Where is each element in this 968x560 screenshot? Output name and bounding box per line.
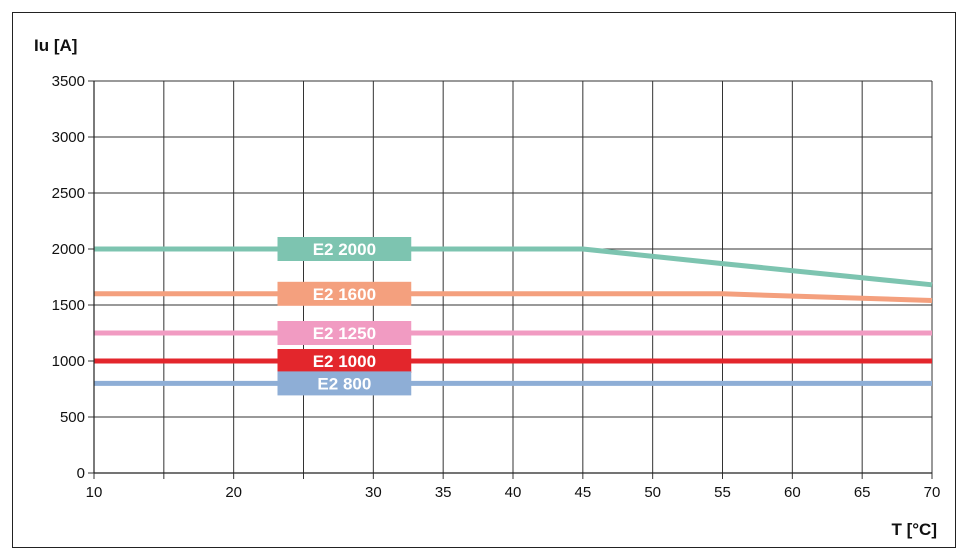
x-tick-label: 55 bbox=[714, 484, 731, 501]
x-tick-label: 35 bbox=[435, 484, 452, 501]
y-axis-label: Iu [A] bbox=[34, 36, 77, 55]
x-tick-label: 10 bbox=[86, 484, 103, 501]
series-label-box-e2-800 bbox=[277, 371, 412, 396]
x-tick-label: 45 bbox=[574, 484, 591, 501]
series-label-e2-1600: E2 1600 bbox=[313, 285, 376, 304]
x-tick-label: 65 bbox=[854, 484, 871, 501]
x-tick-label: 60 bbox=[784, 484, 801, 501]
y-tick-label: 500 bbox=[60, 409, 85, 426]
series-label-e2-1000: E2 1000 bbox=[313, 352, 376, 371]
x-axis-label: T [°C] bbox=[891, 520, 937, 539]
series-label-e2-1250: E2 1250 bbox=[313, 324, 376, 343]
series-label-box-e2-1000 bbox=[277, 349, 412, 373]
x-tick-label: 70 bbox=[924, 484, 941, 501]
y-tick-label: 1000 bbox=[52, 353, 85, 370]
x-tick-label: 20 bbox=[225, 484, 242, 501]
series-label-box-e2-1250 bbox=[277, 321, 412, 345]
series-label-e2-2000: E2 2000 bbox=[313, 240, 376, 259]
x-tick-label: 50 bbox=[644, 484, 661, 501]
series-label-e2-800: E2 800 bbox=[317, 374, 371, 393]
series-label-box-e2-2000 bbox=[277, 237, 412, 261]
y-tick-label: 2000 bbox=[52, 241, 85, 258]
y-tick-label: 2500 bbox=[52, 185, 85, 202]
x-tick-label: 30 bbox=[365, 484, 382, 501]
axes: 0 500 1000 1500 2000 2500 3000 3500 10 20 30 35 40 45… bbox=[52, 73, 941, 501]
series-labels: E2 2000 E2 1600 E2 1250 E2 1000 E2 800 bbox=[277, 237, 412, 396]
chart-frame bbox=[12, 12, 956, 548]
series-label-box-e2-1600 bbox=[277, 281, 412, 306]
y-tick-label: 1500 bbox=[52, 297, 85, 314]
grid bbox=[94, 80, 933, 473]
y-tick-label: 0 bbox=[77, 465, 85, 482]
x-tick-label: 40 bbox=[505, 484, 522, 501]
y-tick-label: 3000 bbox=[52, 129, 85, 146]
y-tick-label: 3500 bbox=[52, 73, 85, 90]
